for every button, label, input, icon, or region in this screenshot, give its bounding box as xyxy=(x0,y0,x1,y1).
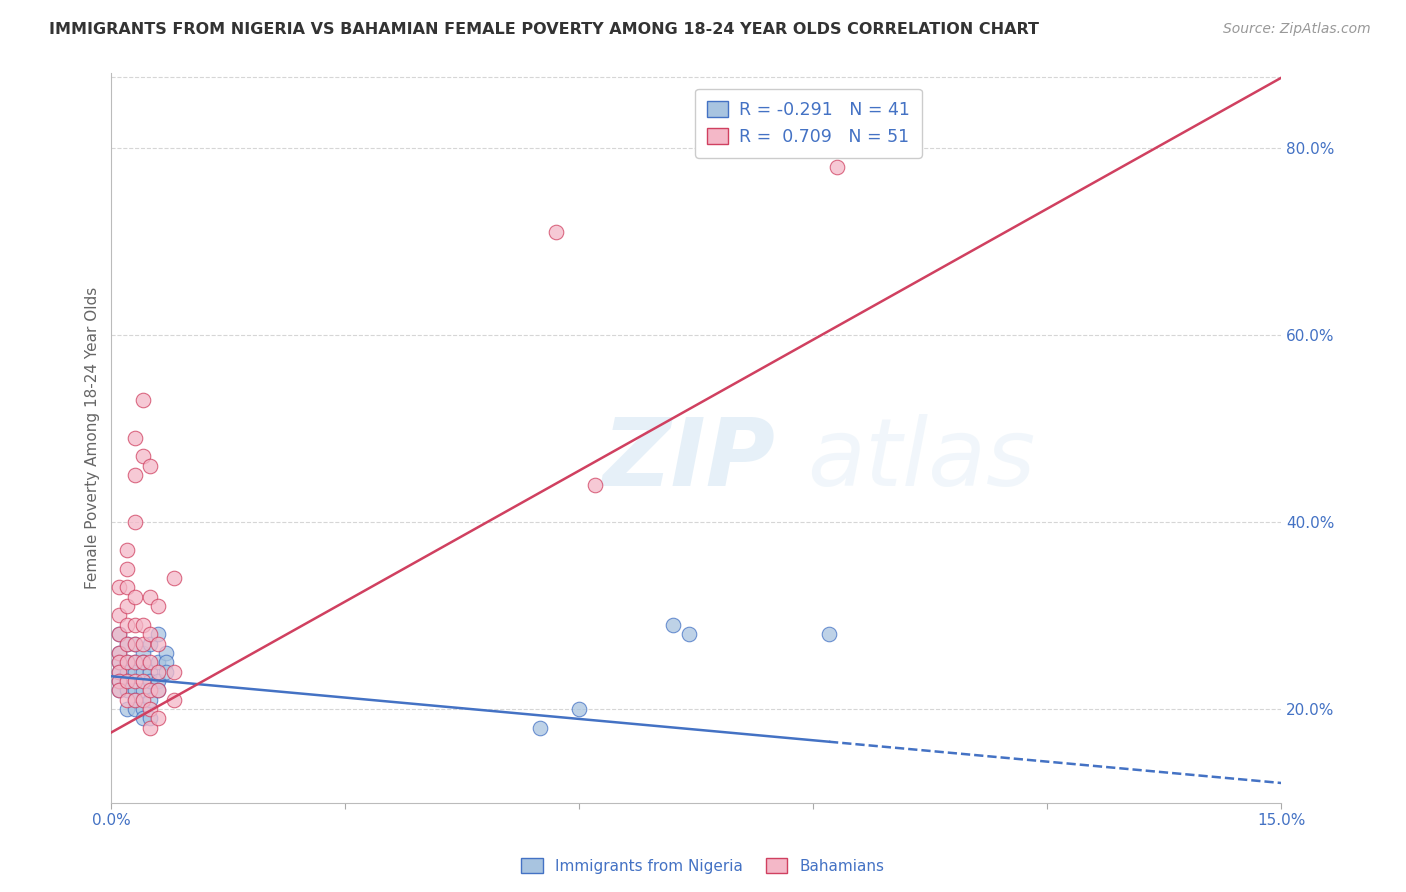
Point xyxy=(155,665,177,679)
Point xyxy=(108,683,131,698)
Point xyxy=(124,431,146,445)
Point xyxy=(124,702,146,716)
Point xyxy=(148,683,170,698)
Point xyxy=(148,627,170,641)
Point xyxy=(124,468,146,483)
Point xyxy=(139,665,162,679)
Point xyxy=(155,655,177,669)
Point xyxy=(124,692,146,706)
Point xyxy=(148,655,170,669)
Point xyxy=(148,673,170,688)
Text: Source: ZipAtlas.com: Source: ZipAtlas.com xyxy=(1223,22,1371,37)
Point xyxy=(139,636,162,650)
Point xyxy=(568,702,591,716)
Point xyxy=(124,590,146,604)
Point xyxy=(124,683,146,698)
Point xyxy=(139,655,162,669)
Y-axis label: Female Poverty Among 18-24 Year Olds: Female Poverty Among 18-24 Year Olds xyxy=(86,286,100,589)
Point xyxy=(131,702,153,716)
Point xyxy=(131,646,153,660)
Point xyxy=(124,636,146,650)
Point xyxy=(108,627,131,641)
Point xyxy=(139,711,162,725)
Point xyxy=(115,673,138,688)
Point xyxy=(583,477,606,491)
Point xyxy=(108,655,131,669)
Point xyxy=(124,673,146,688)
Point xyxy=(115,636,138,650)
Point xyxy=(115,655,138,669)
Point xyxy=(148,665,170,679)
Point xyxy=(818,627,841,641)
Point xyxy=(108,646,131,660)
Point xyxy=(163,571,186,585)
Point xyxy=(131,665,153,679)
Point xyxy=(163,692,186,706)
Point xyxy=(115,562,138,576)
Point xyxy=(115,543,138,558)
Point xyxy=(115,683,138,698)
Point xyxy=(155,646,177,660)
Point xyxy=(115,702,138,716)
Text: ZIP: ZIP xyxy=(603,414,776,506)
Point xyxy=(131,617,153,632)
Point xyxy=(131,673,153,688)
Point xyxy=(529,721,551,735)
Point xyxy=(124,655,146,669)
Point xyxy=(139,458,162,473)
Point xyxy=(544,225,567,239)
Point xyxy=(163,665,186,679)
Point xyxy=(131,636,153,650)
Point xyxy=(108,665,131,679)
Point xyxy=(148,599,170,613)
Point xyxy=(139,673,162,688)
Point xyxy=(139,702,162,716)
Point xyxy=(115,599,138,613)
Point xyxy=(662,617,685,632)
Point xyxy=(124,515,146,529)
Point xyxy=(124,655,146,669)
Point xyxy=(148,711,170,725)
Point xyxy=(124,636,146,650)
Point xyxy=(139,627,162,641)
Point xyxy=(131,655,153,669)
Text: atlas: atlas xyxy=(807,414,1036,505)
Point xyxy=(108,673,131,688)
Point xyxy=(139,721,162,735)
Point xyxy=(115,655,138,669)
Point xyxy=(148,636,170,650)
Point xyxy=(108,673,131,688)
Point xyxy=(108,627,131,641)
Point xyxy=(825,160,848,174)
Point xyxy=(131,393,153,408)
Point xyxy=(124,665,146,679)
Point xyxy=(108,608,131,623)
Point xyxy=(124,617,146,632)
Point xyxy=(115,581,138,595)
Point xyxy=(115,636,138,650)
Point xyxy=(131,692,153,706)
Point xyxy=(131,450,153,464)
Point xyxy=(139,683,162,698)
Point xyxy=(108,655,131,669)
Point xyxy=(108,581,131,595)
Point xyxy=(115,665,138,679)
Point xyxy=(678,627,700,641)
Point xyxy=(139,692,162,706)
Point xyxy=(108,683,131,698)
Point xyxy=(115,617,138,632)
Point xyxy=(124,692,146,706)
Point xyxy=(108,646,131,660)
Point xyxy=(148,683,170,698)
Point xyxy=(131,683,153,698)
Legend: Immigrants from Nigeria, Bahamians: Immigrants from Nigeria, Bahamians xyxy=(516,852,890,880)
Point xyxy=(108,665,131,679)
Point xyxy=(115,673,138,688)
Point xyxy=(131,655,153,669)
Point xyxy=(139,590,162,604)
Point xyxy=(115,692,138,706)
Legend: R = -0.291   N = 41, R =  0.709   N = 51: R = -0.291 N = 41, R = 0.709 N = 51 xyxy=(696,89,922,158)
Text: IMMIGRANTS FROM NIGERIA VS BAHAMIAN FEMALE POVERTY AMONG 18-24 YEAR OLDS CORRELA: IMMIGRANTS FROM NIGERIA VS BAHAMIAN FEMA… xyxy=(49,22,1039,37)
Point xyxy=(131,711,153,725)
